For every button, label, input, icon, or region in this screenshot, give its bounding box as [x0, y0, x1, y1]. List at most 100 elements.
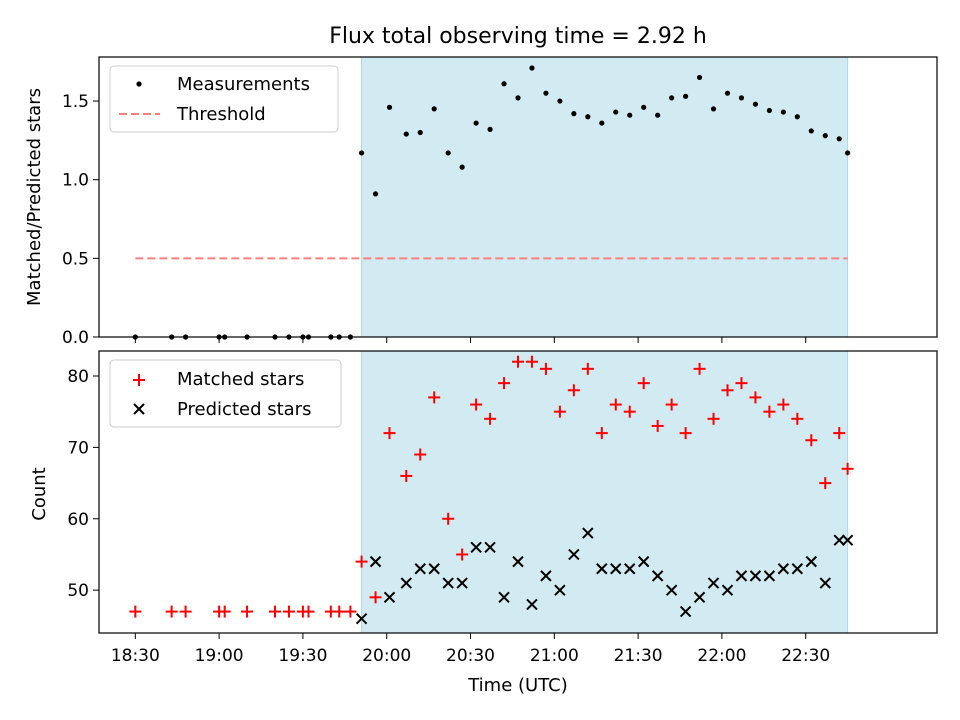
matched-stars-point [369, 591, 382, 604]
matched-stars-point [218, 605, 231, 618]
shaded-region [361, 350, 849, 634]
predicted-stars-stroke [383, 591, 396, 604]
predicted-stars-stroke [665, 584, 678, 596]
ratio-y-axis: 0.0 0.5 1.0 1.5 [62, 92, 99, 348]
counts-legend: Matched stars Predicted stars [109, 359, 342, 428]
matched-stars-point [763, 405, 776, 418]
predicted-stars-stroke [693, 591, 706, 604]
measurement-point [487, 126, 493, 132]
predicted-stars-stroke [526, 598, 538, 611]
y-tick-label: 0.5 [62, 249, 89, 269]
matched-stars-point [567, 384, 580, 397]
ratio-plot-frame [98, 56, 938, 338]
measurement-point [780, 109, 786, 115]
measurement-point [836, 136, 842, 142]
predicted-stars-legend-marker [133, 403, 145, 415]
predicted-stars-stroke [624, 563, 636, 575]
predicted-stars-point [383, 591, 396, 604]
matched-stars-point [414, 448, 427, 461]
predicted-stars-stroke [777, 563, 790, 575]
matched-stars-point [841, 462, 854, 475]
measurement-point [683, 93, 689, 99]
predicted-stars-stroke [763, 570, 776, 582]
matched-stars-point [581, 362, 594, 375]
measurement-point [403, 131, 409, 137]
predicted-stars-point [428, 563, 440, 575]
matched-stars-point [241, 605, 254, 618]
matched-stars-point [777, 398, 790, 411]
ratio-y-axis-label: Matched/Predicted stars [24, 88, 45, 306]
predicted-stars-point [679, 605, 692, 618]
matched-stars-point [791, 412, 804, 425]
predicted-stars-stroke [735, 570, 748, 582]
predicted-stars-point [763, 570, 776, 582]
ratio-legend: Measurements Threshold [109, 65, 339, 133]
matched-stars-point [525, 355, 538, 368]
predicted-stars-stroke [805, 555, 818, 568]
x-axis-label: Time (UTC) [467, 675, 568, 696]
matched-stars-point [651, 419, 664, 432]
matched-stars-legend-label: Matched stars [177, 369, 304, 390]
predicted-stars-stroke [637, 555, 650, 568]
matched-stars-point [179, 605, 192, 618]
matched-stars-point [302, 605, 315, 618]
x-tick-label: 22:30 [781, 646, 830, 666]
matched-stars-point [456, 548, 469, 561]
counts-y-axis-label: Count [29, 467, 50, 520]
predicted-stars-point [777, 563, 790, 575]
measurement-point [599, 120, 605, 126]
ratio-panel: 0.0 0.5 1.0 1.5 Matched/Predicted stars Mea… [24, 56, 938, 348]
predicted-stars-point [369, 555, 382, 568]
predicted-stars-stroke [721, 584, 734, 596]
predicted-stars-point [400, 577, 412, 589]
matched-stars-point [707, 412, 720, 425]
predicted-stars-stroke [355, 613, 368, 625]
measurement-point [515, 95, 521, 101]
matched-stars-point [749, 391, 762, 404]
counts-legend-box [109, 359, 342, 428]
predicted-stars-stroke [749, 570, 762, 582]
measurement-point [655, 112, 661, 118]
matched-stars-point [344, 605, 357, 618]
measurement-point [543, 90, 549, 96]
measurement-point [794, 114, 800, 120]
counts-x-axis: 18:30 19:00 19:30 20:00 20:30 21:00 21:30 22:00… [111, 633, 830, 666]
measurement-point [459, 164, 465, 170]
measurement-point [696, 74, 703, 81]
measurement-point [358, 150, 365, 156]
predicted-stars-point [610, 563, 622, 575]
counts-panel: 50 60 70 80 18:30 19:00 19:30 20:00 20:30 21:00 2… [29, 350, 938, 696]
predicted-stars-point [651, 570, 664, 582]
predicted-stars-stroke [596, 563, 608, 575]
matched-stars-point [484, 412, 497, 425]
matched-stars-point [665, 398, 678, 411]
measurement-point [724, 90, 731, 96]
matched-stars-point [442, 512, 455, 525]
x-tick-label: 21:30 [614, 646, 663, 666]
predicted-stars-point [735, 570, 748, 582]
y-tick-label: 1.5 [62, 92, 89, 112]
predicted-stars-point [484, 541, 496, 554]
measurement-point [372, 191, 379, 197]
measurement-point [473, 120, 479, 126]
predicted-stars-point [596, 563, 608, 575]
matched-stars-point [355, 555, 368, 568]
matched-stars-point [470, 398, 483, 411]
measurement-point [501, 81, 507, 87]
predicted-stars-stroke [651, 570, 664, 582]
predicted-stars-stroke [582, 527, 594, 539]
x-tick-label: 20:00 [362, 646, 411, 666]
matched-stars-point [400, 469, 413, 482]
matched-stars-point [637, 377, 650, 390]
predicted-stars-stroke [554, 584, 566, 596]
measurement-point [808, 128, 814, 134]
matched-stars-point [428, 391, 441, 404]
y-tick-label: 80 [67, 367, 89, 387]
ratio-legend-box [109, 65, 339, 133]
predicted-stars-stroke [484, 541, 496, 554]
predicted-stars-point [721, 584, 734, 596]
predicted-stars-point [540, 570, 552, 582]
matched-stars-point [805, 434, 818, 447]
predicted-stars-point [456, 577, 468, 589]
predicted-stars-point [526, 598, 538, 611]
